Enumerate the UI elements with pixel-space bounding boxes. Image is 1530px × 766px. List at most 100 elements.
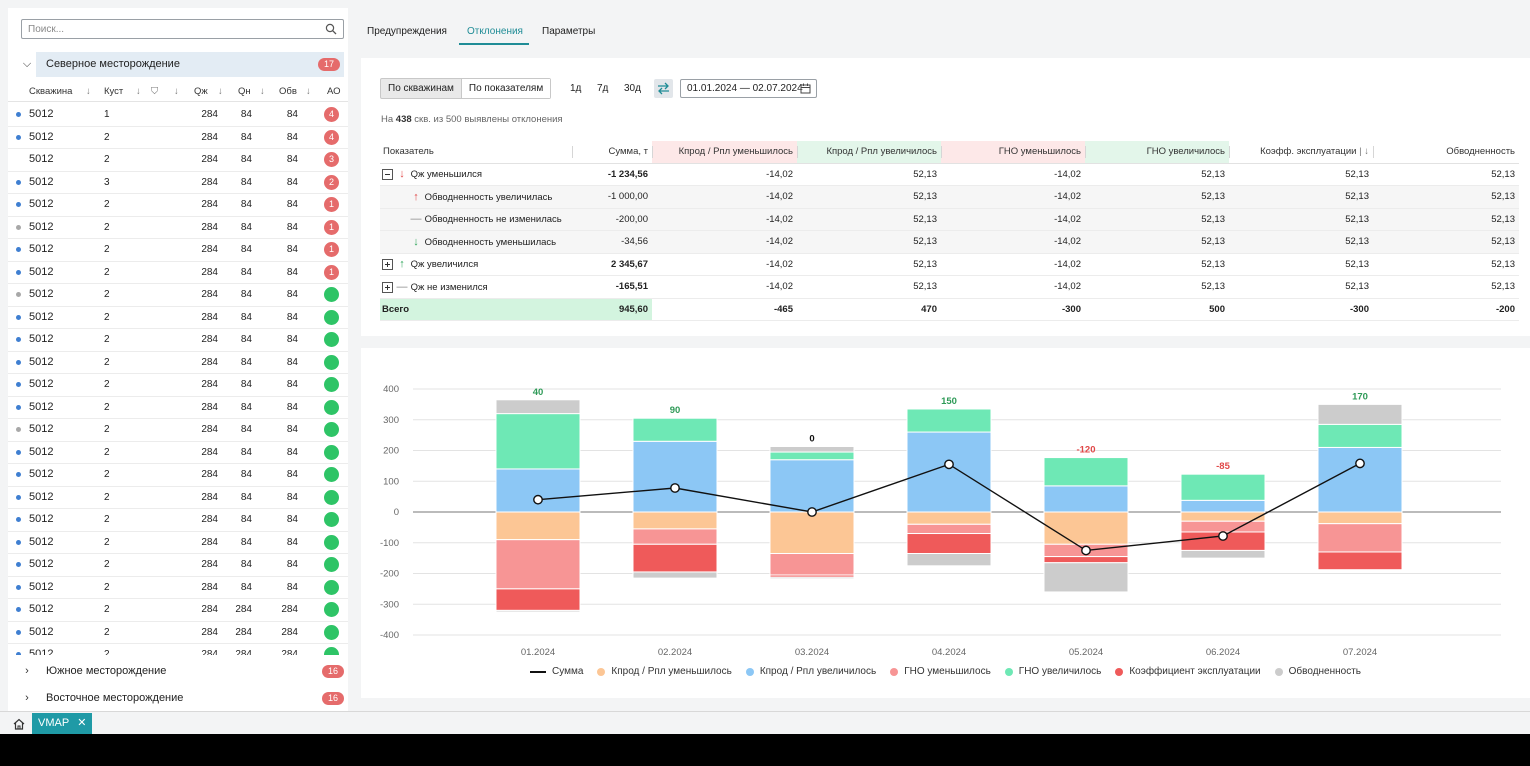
- table-row[interactable]: — Обводненность не изменилась -200,00 -14,…: [380, 208, 1519, 231]
- compare-button[interactable]: [654, 79, 673, 98]
- table-row[interactable]: 5012 2 284 84 84: [8, 419, 348, 442]
- field-group-severnoe[interactable]: ⌵ Северное месторождение 17: [18, 52, 344, 77]
- bar-segment: [495, 609, 581, 613]
- legend-item[interactable]: Коэффициент эксплуатации: [1115, 666, 1261, 677]
- legend-item[interactable]: Обводненность: [1274, 666, 1361, 677]
- th-sum[interactable]: Сумма, т: [572, 141, 652, 164]
- expand-icon[interactable]: [382, 281, 393, 293]
- expand-icon[interactable]: [382, 259, 393, 271]
- table-row[interactable]: 5012 2 284 284 284: [8, 644, 348, 655]
- table-row[interactable]: 5012 2 284 84 84: [8, 554, 348, 577]
- table-row[interactable]: 5012 3 284 84 84 2: [8, 172, 348, 194]
- legend-item[interactable]: ГНО увеличилось: [1004, 666, 1101, 677]
- th-indicator[interactable]: Показатель: [380, 141, 572, 164]
- col-bush[interactable]: Куст: [104, 86, 124, 97]
- table-row[interactable]: 5012 2 284 84 84: [8, 532, 348, 554]
- vmap-tab[interactable]: VMAP ✕: [32, 713, 93, 734]
- status-dot: [16, 224, 21, 230]
- collapse-icon[interactable]: [382, 169, 393, 181]
- table-row[interactable]: 5012 2 284 84 84: [8, 307, 348, 329]
- sort-arrow-icon[interactable]: ↓: [218, 86, 223, 97]
- col-qzh[interactable]: Qж: [194, 86, 208, 97]
- table-row[interactable]: ↑ Обводненность увеличилась -1 000,00 -14,…: [380, 185, 1519, 209]
- th-gno-up[interactable]: ГНО увеличилось: [1085, 141, 1229, 164]
- sort-arrow-icon[interactable]: ↓: [136, 86, 141, 97]
- date-range-picker[interactable]: 01.01.2024 — 02.07.2024: [680, 79, 817, 98]
- table-row[interactable]: 5012 2 284 84 84 1: [8, 239, 348, 262]
- bush-number: 2: [104, 334, 110, 345]
- qn-value: 84: [240, 334, 252, 345]
- sum-point: [533, 494, 543, 505]
- col-qn[interactable]: Qн: [238, 86, 251, 97]
- well-number: 5012: [29, 513, 54, 525]
- table-row[interactable]: 5012 2 284 84 84: [8, 577, 348, 599]
- table-row[interactable]: 5012 2 284 84 84: [8, 487, 348, 509]
- table-row[interactable]: ↓ Qж уменьшился -1 234,56 -14,02 52,13 -14,0…: [380, 163, 1519, 186]
- table-row[interactable]: 5012 2 284 84 84: [8, 374, 348, 397]
- search-input[interactable]: [22, 20, 312, 38]
- table-row[interactable]: ↓ Обводненность уменьшилась -34,56 -14,02 5…: [380, 230, 1519, 254]
- well-number: 5012: [29, 490, 54, 503]
- home-icon[interactable]: [12, 717, 26, 731]
- chevron-down-icon[interactable]: ⌵: [22, 58, 32, 70]
- table-row[interactable]: 5012 2 284 284 284: [8, 599, 348, 622]
- th-gno-down[interactable]: ГНО уменьшилось: [941, 141, 1085, 164]
- indicator-name: Обводненность увеличилась: [424, 191, 553, 203]
- tab-warnings[interactable]: Предупреждения: [367, 26, 447, 37]
- tab-parameters[interactable]: Параметры: [542, 26, 596, 37]
- col-ao[interactable]: АО: [327, 86, 341, 97]
- table-row[interactable]: 5012 1 284 84 84 4: [8, 104, 348, 127]
- table-row[interactable]: 5012 2 284 84 84 4: [8, 127, 348, 149]
- status-dot: [16, 382, 21, 387]
- qn-value: 84: [240, 244, 252, 255]
- sort-arrow-icon[interactable]: ↓: [306, 86, 311, 97]
- qzh-value: 284: [201, 469, 218, 480]
- table-row[interactable]: 5012 2 284 84 84 1: [8, 262, 348, 284]
- period-30d-button[interactable]: 30д: [624, 83, 641, 94]
- table-row[interactable]: 5012 2 284 84 84: [8, 442, 348, 464]
- filter-icon[interactable]: ⛉: [151, 86, 159, 97]
- th-koeff[interactable]: Коэфф. эксплуатации | ↓: [1229, 141, 1373, 164]
- field-group-yuzhnoe[interactable]: › Южное месторождение 16: [18, 660, 344, 682]
- table-row[interactable]: 5012 2 284 84 84: [8, 397, 348, 419]
- wells-list: 5012 1 284 84 84 4 5012 2 284 84 84 4 5012 2 284 84 84 3 5…: [8, 104, 348, 655]
- col-obv[interactable]: Обв: [279, 86, 297, 97]
- qn-value: 84: [240, 401, 252, 413]
- field-group-vostochnoe[interactable]: › Восточное месторождение 16: [18, 687, 344, 709]
- by-wells-button[interactable]: По скважинам: [388, 83, 454, 94]
- table-row[interactable]: ↑ Qж увеличился 2 345,67 -14,02 52,13 -14,02…: [380, 253, 1519, 276]
- sort-arrow-icon[interactable]: ↓: [174, 86, 179, 97]
- legend-item[interactable]: Кпрод / Рпл уменьшилось: [597, 666, 732, 677]
- search-icon[interactable]: [325, 23, 337, 35]
- data-label: -85: [1216, 461, 1230, 472]
- legend-item[interactable]: Кпрод / Рпл увеличилось: [745, 666, 876, 677]
- sort-arrow-icon[interactable]: ↓: [260, 86, 265, 97]
- period-7d-button[interactable]: 7д: [597, 83, 609, 94]
- period-1d-button[interactable]: 1д: [570, 83, 582, 94]
- table-row[interactable]: 5012 2 284 84 84: [8, 509, 348, 532]
- th-kprod-down[interactable]: Кпрод / Рпл уменьшилось: [652, 141, 797, 164]
- table-row[interactable]: 5012 2 284 84 84: [8, 329, 348, 352]
- tab-deviations[interactable]: Отклонения: [467, 26, 523, 37]
- legend-item[interactable]: Сумма: [529, 666, 583, 677]
- th-obv[interactable]: Обводненность: [1373, 141, 1519, 164]
- calendar-icon[interactable]: [800, 83, 811, 94]
- table-row[interactable]: 5012 2 284 84 84 1: [8, 194, 348, 217]
- th-kprod-up[interactable]: Кпрод / Рпл увеличилось: [797, 141, 941, 164]
- sort-arrow-icon[interactable]: ↓: [86, 86, 91, 97]
- table-row[interactable]: 5012 2 284 84 84 1: [8, 217, 348, 239]
- col-well[interactable]: Скважина: [29, 86, 73, 97]
- table-row[interactable]: 5012 2 284 84 84: [8, 352, 348, 374]
- chevron-right-icon[interactable]: ›: [25, 692, 29, 704]
- ao-badge: [324, 602, 339, 617]
- table-row[interactable]: 5012 2 284 84 84 3: [8, 149, 348, 172]
- table-row[interactable]: 5012 2 284 84 84: [8, 284, 348, 307]
- table-row[interactable]: — Qж не изменился -165,51 -14,02 52,13 -14,0…: [380, 275, 1519, 299]
- chevron-right-icon[interactable]: ›: [25, 665, 29, 677]
- legend-item[interactable]: ГНО уменьшилось: [890, 666, 991, 677]
- table-row[interactable]: 5012 2 284 84 84: [8, 464, 348, 487]
- status-dot: [16, 404, 21, 410]
- table-row[interactable]: 5012 2 284 284 284: [8, 622, 348, 644]
- by-indicators-button[interactable]: По показателям: [460, 79, 551, 98]
- close-icon[interactable]: ✕: [77, 717, 87, 729]
